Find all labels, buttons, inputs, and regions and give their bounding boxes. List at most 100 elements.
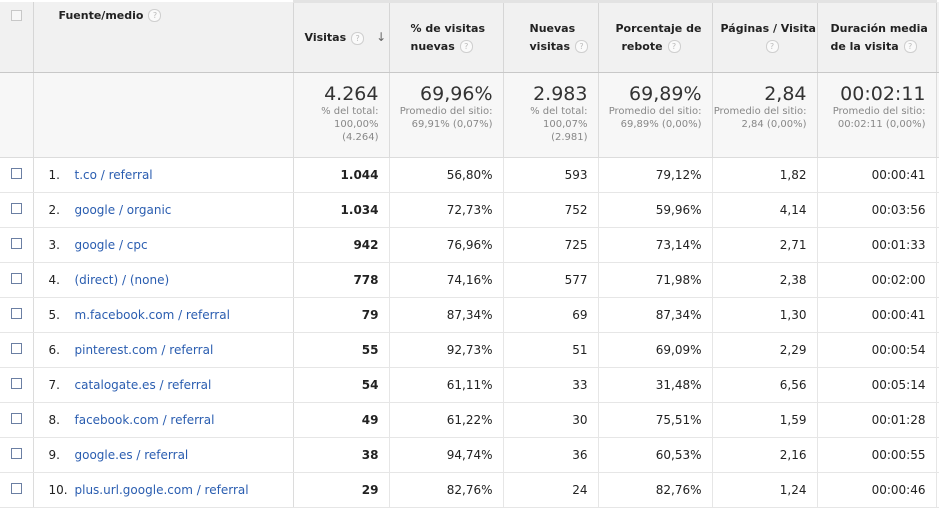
select-all-checkbox[interactable] (10, 9, 22, 21)
cell-avg-duration: 00:00:54 (817, 332, 937, 368)
source-medium-link[interactable]: google / organic (74, 203, 172, 217)
help-icon[interactable]: ? (459, 40, 473, 53)
help-icon[interactable]: ? (903, 40, 917, 53)
table-row[interactable]: 8. facebook.com / referral 49 61,22% 30 75,51… (0, 402, 939, 438)
row-checkbox[interactable] (10, 238, 22, 249)
row-checkbox[interactable] (10, 203, 22, 214)
row-checkbox[interactable] (10, 343, 22, 354)
col-pages-per-visit[interactable]: Páginas / Visita ? (712, 0, 818, 73)
row-checkbox[interactable] (10, 448, 22, 459)
dimension-header[interactable]: Fuente/medio? (33, 1, 294, 73)
sort-desc-icon[interactable]: ↓ (376, 30, 387, 44)
source-medium-link[interactable]: t.co / referral (74, 168, 153, 182)
col-avg-duration[interactable]: Duración media de la visita? (817, 0, 937, 73)
cell-bounce-rate: 79,12% (598, 157, 713, 193)
cell-new-visits: 33 (503, 367, 599, 403)
cell-source-medium: 8. facebook.com / referral (33, 402, 294, 438)
help-icon[interactable]: ? (148, 9, 162, 22)
header-row: Fuente/medio? Visitas? ↓ % de visitas nue… (0, 0, 939, 73)
row-index: 10. (48, 483, 68, 497)
row-index: 2. (48, 203, 60, 217)
col-label-2: de la visita (830, 39, 899, 53)
help-icon[interactable]: ? (765, 40, 779, 53)
cell-source-medium: 9. google.es / referral (33, 437, 294, 473)
cell-pages-per-visit: 6,56 (712, 367, 818, 403)
row-checkbox-cell (0, 332, 34, 368)
total-caption: 00:02:11 (0,00%) (837, 119, 926, 130)
total-caption: 2,84 (0,00%) (741, 119, 807, 130)
total-value: 69,96% (420, 83, 493, 105)
table-row[interactable]: 6. pinterest.com / referral 55 92,73% 51 69,0… (0, 332, 939, 368)
cell-visits: 778 (293, 262, 390, 298)
cell-new-visits-pct: 87,34% (389, 297, 504, 333)
row-checkbox-cell (0, 192, 34, 228)
table-row[interactable]: 10. plus.url.google.com / referral 29 82,76… (0, 472, 939, 508)
cell-source-medium: 7. catalogate.es / referral (33, 367, 294, 403)
cell-pages-per-visit: 2,71 (712, 227, 818, 263)
row-checkbox[interactable] (10, 168, 22, 179)
total-caption: Promedio del sitio: (399, 106, 493, 117)
cell-pages-per-visit: 2,16 (712, 437, 818, 473)
help-icon[interactable]: ? (575, 40, 588, 53)
dimension-header-label: Fuente/medio (58, 8, 144, 22)
row-index: 1. (48, 168, 60, 182)
cell-new-visits-pct: 94,74% (389, 437, 504, 473)
cell-new-visits-pct: 61,11% (389, 367, 504, 403)
total-caption: 100,07% (543, 119, 588, 130)
source-medium-link[interactable]: (direct) / (none) (74, 273, 170, 287)
source-medium-link[interactable]: facebook.com / referral (74, 413, 215, 427)
cell-new-visits: 24 (503, 472, 599, 508)
col-label: % de visitas (410, 21, 486, 35)
source-medium-link[interactable]: google / cpc (74, 238, 148, 252)
col-new-visits-pct[interactable]: % de visitas nuevas? (389, 0, 504, 73)
col-visitas[interactable]: Visitas? ↓ (293, 0, 390, 73)
row-filler (936, 297, 939, 333)
row-checkbox-cell (0, 437, 34, 473)
table-row[interactable]: 7. catalogate.es / referral 54 61,11% 33 31,4… (0, 367, 939, 403)
cell-avg-duration: 00:01:28 (817, 402, 937, 438)
total-caption: % del total: (321, 106, 379, 117)
col-new-visits[interactable]: Nuevas visitas? (503, 0, 599, 73)
table-row[interactable]: 3. google / cpc 942 76,96% 725 73,14% 2,71 00:0… (0, 227, 939, 263)
source-medium-link[interactable]: m.facebook.com / referral (74, 308, 230, 322)
source-medium-link[interactable]: plus.url.google.com / referral (74, 483, 249, 497)
row-checkbox[interactable] (10, 413, 22, 424)
row-checkbox[interactable] (10, 483, 22, 494)
cell-visits: 55 (293, 332, 390, 368)
total-pages-per-visit: 2,84 Promedio del sitio: 2,84 (0,00%) (712, 72, 818, 158)
row-checkbox[interactable] (10, 273, 22, 284)
cell-source-medium: 2. google / organic (33, 192, 294, 228)
cell-bounce-rate: 71,98% (598, 262, 713, 298)
cell-visits: 79 (293, 297, 390, 333)
col-label: Páginas / Visita (720, 21, 816, 35)
row-index: 3. (48, 238, 60, 252)
source-medium-link[interactable]: google.es / referral (74, 448, 189, 462)
col-bounce-rate[interactable]: Porcentaje de rebote? (598, 0, 713, 73)
help-icon[interactable]: ? (667, 40, 681, 53)
cell-visits: 1.034 (293, 192, 390, 228)
total-visits: 4.264 % del total: 100,00% (4.264) (293, 72, 390, 158)
data-rows: 1. t.co / referral 1.044 56,80% 593 79,12% 1,8… (0, 157, 939, 508)
cell-new-visits: 69 (503, 297, 599, 333)
table-row[interactable]: 1. t.co / referral 1.044 56,80% 593 79,12% 1,8… (0, 157, 939, 193)
table-row[interactable]: 2. google / organic 1.034 72,73% 752 59,96% 4,… (0, 192, 939, 228)
total-value: 69,89% (629, 83, 702, 105)
source-medium-link[interactable]: pinterest.com / referral (74, 343, 214, 357)
table-row[interactable]: 4. (direct) / (none) 778 74,16% 577 71,98% 2,3… (0, 262, 939, 298)
row-filler (936, 192, 939, 228)
cell-visits: 942 (293, 227, 390, 263)
row-index: 7. (48, 378, 60, 392)
table-row[interactable]: 5. m.facebook.com / referral 79 87,34% 69 87,… (0, 297, 939, 333)
source-medium-link[interactable]: catalogate.es / referral (74, 378, 212, 392)
cell-avg-duration: 00:00:55 (817, 437, 937, 473)
row-checkbox[interactable] (10, 378, 22, 389)
cell-new-visits-pct: 76,96% (389, 227, 504, 263)
row-checkbox-cell (0, 227, 34, 263)
row-checkbox[interactable] (10, 308, 22, 319)
cell-avg-duration: 00:05:14 (817, 367, 937, 403)
cell-bounce-rate: 75,51% (598, 402, 713, 438)
row-checkbox-cell (0, 262, 34, 298)
table-row[interactable]: 9. google.es / referral 38 94,74% 36 60,53% 2,… (0, 437, 939, 473)
help-icon[interactable]: ? (351, 31, 365, 45)
